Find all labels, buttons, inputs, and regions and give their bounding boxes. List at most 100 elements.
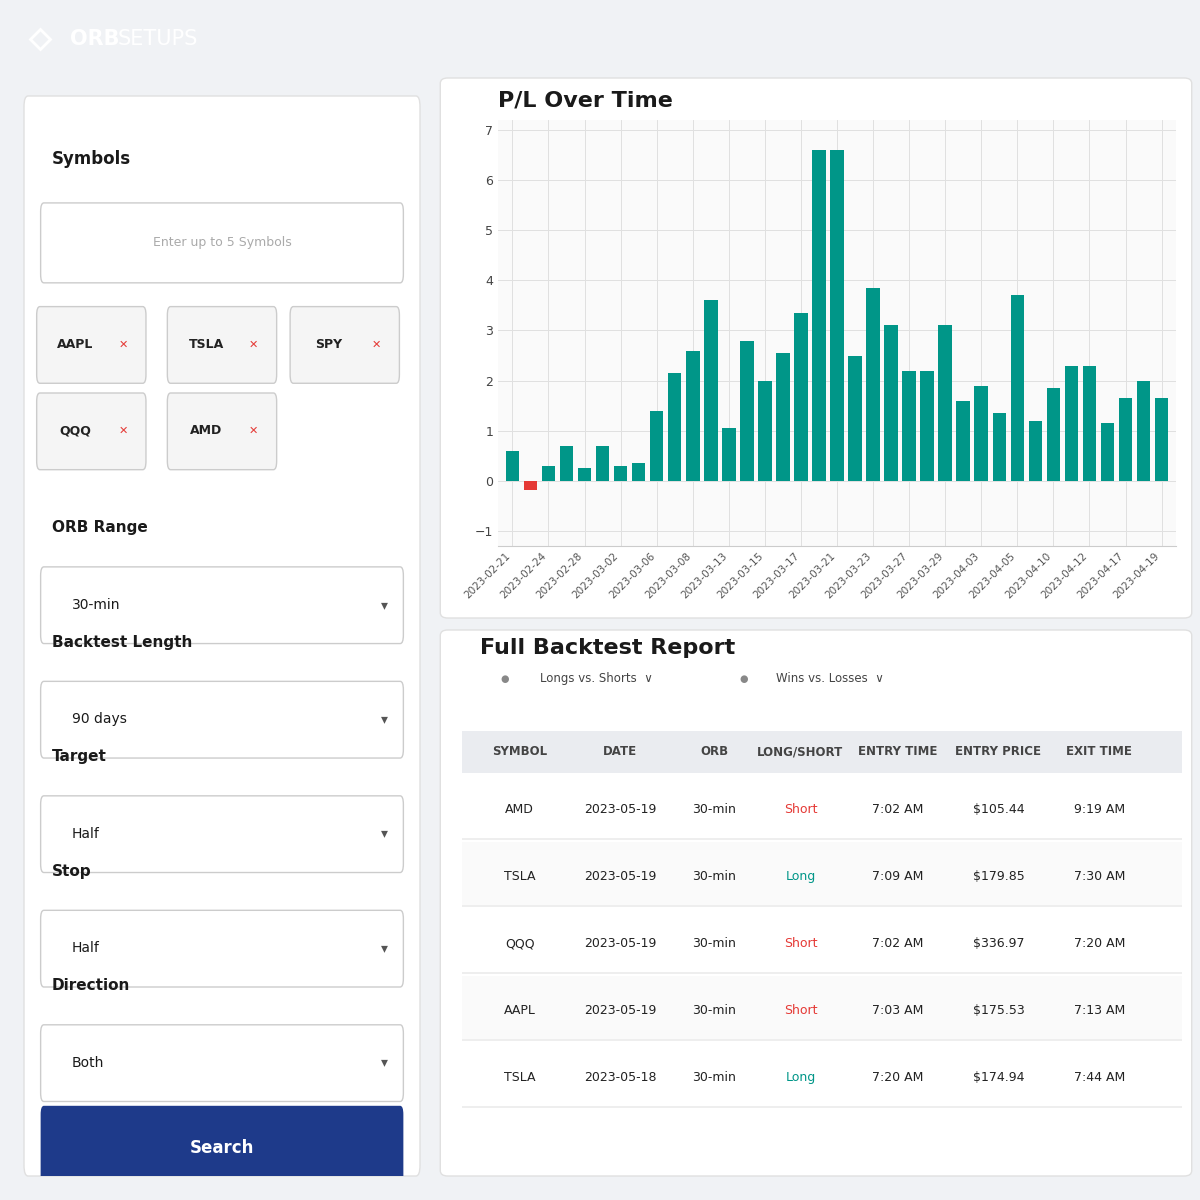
Text: Search: Search — [190, 1139, 254, 1157]
Bar — [902, 371, 916, 481]
Bar — [632, 463, 646, 481]
Bar — [740, 341, 754, 481]
Bar — [462, 905, 1182, 907]
Text: ▾: ▾ — [380, 712, 388, 726]
Text: Direction: Direction — [52, 978, 130, 994]
Text: 2023-05-19: 2023-05-19 — [584, 1004, 656, 1016]
Bar — [992, 413, 1006, 481]
Text: ●: ● — [739, 673, 748, 684]
Text: 7:02 AM: 7:02 AM — [872, 937, 923, 950]
Text: 30-min: 30-min — [692, 803, 736, 816]
Bar — [776, 353, 790, 481]
Text: ✕: ✕ — [248, 426, 258, 436]
Text: ▾: ▾ — [380, 1056, 388, 1069]
Text: SPY: SPY — [316, 338, 342, 350]
FancyBboxPatch shape — [41, 1106, 403, 1190]
FancyBboxPatch shape — [167, 392, 277, 469]
Bar — [668, 373, 682, 481]
FancyBboxPatch shape — [462, 842, 1182, 907]
Text: 7:44 AM: 7:44 AM — [1074, 1070, 1124, 1084]
Text: ▾: ▾ — [380, 598, 388, 612]
Text: $175.53: $175.53 — [972, 1004, 1025, 1016]
Bar — [1028, 421, 1042, 481]
Text: 7:20 AM: 7:20 AM — [872, 1070, 923, 1084]
Bar — [794, 313, 808, 481]
FancyBboxPatch shape — [290, 306, 400, 383]
Bar — [505, 451, 520, 481]
FancyBboxPatch shape — [41, 682, 403, 758]
Text: ORB Range: ORB Range — [52, 521, 148, 535]
Text: ✕: ✕ — [119, 426, 127, 436]
Text: Long: Long — [785, 1070, 816, 1084]
FancyBboxPatch shape — [703, 656, 935, 701]
Bar — [866, 288, 880, 481]
Bar — [848, 355, 862, 481]
Bar — [830, 150, 844, 481]
Bar — [938, 325, 952, 481]
Text: Half: Half — [72, 941, 100, 955]
Text: Full Backtest Report: Full Backtest Report — [480, 638, 736, 659]
Bar — [577, 468, 592, 481]
Text: $336.97: $336.97 — [973, 937, 1024, 950]
Text: ORB: ORB — [700, 745, 728, 758]
Bar — [462, 839, 1182, 840]
FancyBboxPatch shape — [462, 731, 1182, 773]
Bar — [596, 445, 610, 481]
Text: AMD: AMD — [190, 425, 222, 437]
Text: TSLA: TSLA — [504, 1070, 535, 1084]
Bar — [1082, 366, 1097, 481]
Text: 7:13 AM: 7:13 AM — [1074, 1004, 1124, 1016]
Text: 2023-05-19: 2023-05-19 — [584, 870, 656, 883]
Bar — [812, 150, 826, 481]
Text: Target: Target — [52, 749, 107, 764]
FancyBboxPatch shape — [37, 306, 146, 383]
Bar — [559, 445, 574, 481]
FancyBboxPatch shape — [24, 96, 420, 1176]
FancyBboxPatch shape — [41, 796, 403, 872]
Bar — [920, 371, 934, 481]
Bar — [1046, 388, 1060, 481]
Bar — [1118, 398, 1133, 481]
Text: QQQ: QQQ — [60, 425, 91, 437]
Text: 30-min: 30-min — [72, 598, 120, 612]
FancyBboxPatch shape — [462, 976, 1182, 1040]
Text: DATE: DATE — [604, 745, 637, 758]
Bar — [884, 325, 898, 481]
Text: AAPL: AAPL — [504, 1004, 535, 1016]
Text: 30-min: 30-min — [692, 1070, 736, 1084]
FancyBboxPatch shape — [37, 392, 146, 469]
Text: 9:19 AM: 9:19 AM — [1074, 803, 1124, 816]
Text: AMD: AMD — [505, 803, 534, 816]
Bar — [541, 466, 556, 481]
Text: 7:30 AM: 7:30 AM — [1074, 870, 1124, 883]
Text: ●: ● — [500, 673, 509, 684]
Text: SYMBOL: SYMBOL — [492, 745, 547, 758]
Bar — [956, 401, 970, 481]
Bar — [1136, 380, 1151, 481]
FancyBboxPatch shape — [462, 908, 1182, 973]
Bar — [686, 350, 700, 481]
Bar — [758, 380, 772, 481]
Text: ▾: ▾ — [380, 827, 388, 841]
Text: $179.85: $179.85 — [972, 870, 1025, 883]
Text: AAPL: AAPL — [58, 338, 94, 350]
Text: $105.44: $105.44 — [972, 803, 1025, 816]
FancyBboxPatch shape — [462, 775, 1182, 840]
Text: Enter up to 5 Symbols: Enter up to 5 Symbols — [152, 236, 292, 250]
Text: 7:09 AM: 7:09 AM — [872, 870, 923, 883]
Text: 7:02 AM: 7:02 AM — [872, 803, 923, 816]
Text: ORB: ORB — [70, 29, 119, 49]
Text: Short: Short — [784, 803, 817, 816]
Bar — [1100, 424, 1115, 481]
FancyBboxPatch shape — [167, 306, 277, 383]
Text: ✕: ✕ — [372, 340, 382, 349]
FancyBboxPatch shape — [462, 1043, 1182, 1108]
Text: 2023-05-19: 2023-05-19 — [584, 937, 656, 950]
Text: SETUPS: SETUPS — [118, 29, 198, 49]
Bar — [523, 481, 538, 490]
Text: 90 days: 90 days — [72, 712, 126, 726]
Text: ✕: ✕ — [119, 340, 127, 349]
Text: LONG/SHORT: LONG/SHORT — [757, 745, 844, 758]
Text: Long: Long — [785, 870, 816, 883]
Text: 2023-05-19: 2023-05-19 — [584, 803, 656, 816]
